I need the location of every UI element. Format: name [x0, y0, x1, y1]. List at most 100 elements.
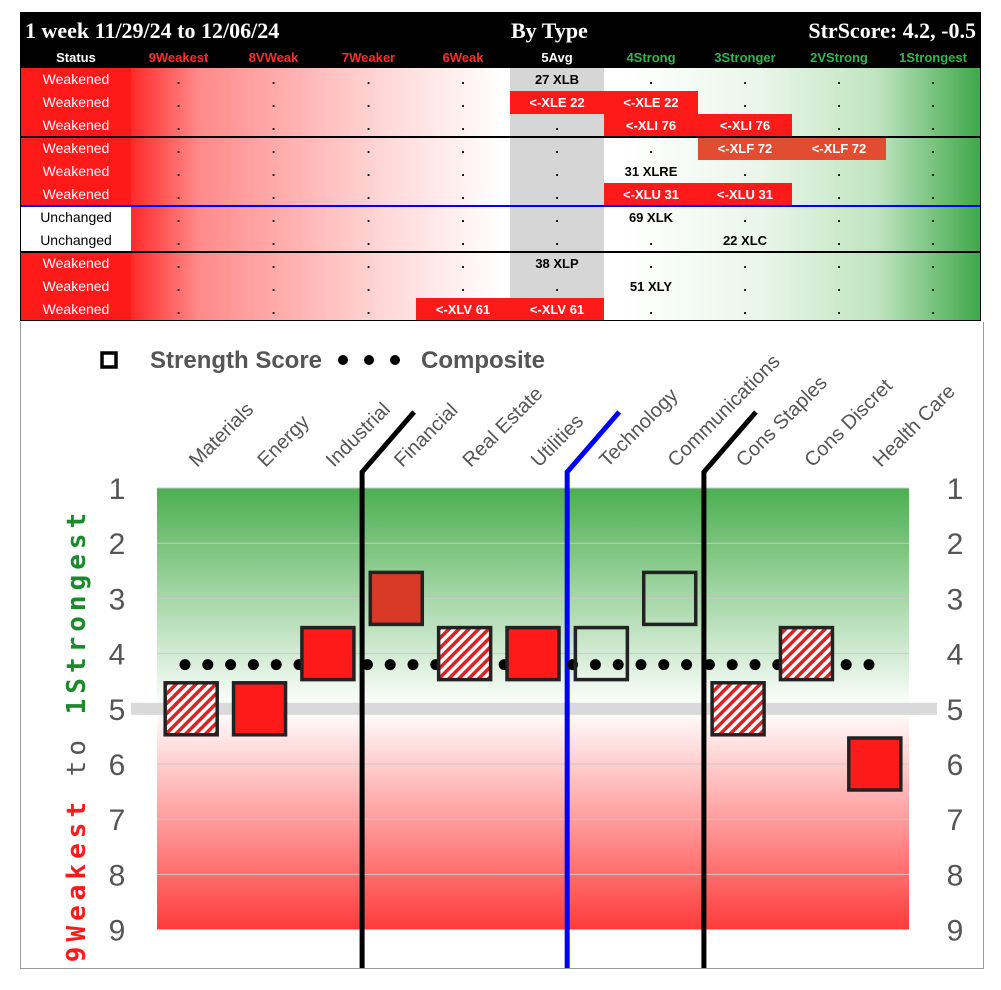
group-divider-line: [701, 410, 758, 968]
empty-cell-dot: .: [649, 256, 653, 271]
ticker-cell: <-XLI 76: [698, 114, 792, 137]
empty-cell-dot: .: [743, 279, 747, 294]
empty-cell-dot: .: [176, 118, 181, 133]
empty-cell-dot: .: [461, 95, 465, 110]
header-1strongest: 1Strongest: [899, 50, 967, 65]
empty-cell-dot: .: [271, 72, 276, 87]
legend-strength-score: Strength Score: [150, 347, 322, 374]
empty-cell-dot: .: [366, 302, 371, 317]
ticker-cell: <-XLE 22: [510, 91, 604, 114]
avg-column-cell: [510, 114, 604, 137]
empty-cell-dot: .: [837, 279, 841, 294]
status-cell: Weakened: [21, 137, 131, 160]
header-8vweak: 8VWeak: [248, 50, 299, 65]
composite-dot: [635, 659, 647, 671]
empty-cell-dot: .: [555, 118, 559, 133]
legend-composite: Composite: [421, 347, 545, 374]
composite-dot: [202, 659, 214, 671]
empty-cell-dot: .: [461, 187, 465, 202]
empty-cell-dot: .: [176, 279, 181, 294]
category-label: Communications: [664, 351, 785, 472]
composite-dot: [384, 659, 396, 671]
strength-score-marker: [368, 570, 425, 627]
composite-dot: [612, 659, 624, 671]
ticker-cell: 27 XLB: [534, 72, 580, 87]
header-9weakest: 9Weakest: [148, 50, 209, 65]
legend-dot-icon: [364, 355, 374, 365]
y-tick-left: 9: [109, 915, 126, 948]
y-tick-left: 5: [109, 694, 126, 727]
category-label: Financial: [390, 399, 462, 471]
strength-score-marker: [573, 625, 630, 682]
empty-cell-dot: .: [366, 72, 371, 87]
title-period: 1 week 11/29/24 to 12/06/24: [25, 18, 280, 43]
strength-score-marker: [505, 625, 561, 682]
composite-dot: [407, 659, 419, 671]
empty-cell-dot: .: [271, 302, 276, 317]
strength-chart-svg: 1 1 2 2 3 3 4 4 5 5 6 6 7 7 8 8 9 9 9Weakest to 1Strongest…: [62, 347, 964, 968]
empty-cell-dot: .: [837, 118, 841, 133]
empty-cell-dot: .: [271, 256, 276, 271]
composite-dot: [247, 659, 259, 671]
header-2vstrong: 2VStrong: [810, 50, 868, 65]
strength-score-marker: [231, 681, 288, 737]
empty-cell-dot: .: [649, 233, 653, 248]
empty-cell-dot: .: [649, 72, 653, 87]
header-5avg: 5Avg: [541, 50, 573, 65]
title-strscore: StrScore: 4.2, -0.5: [808, 18, 976, 43]
strength-score-marker: [436, 625, 493, 682]
empty-cell-dot: .: [743, 95, 747, 110]
empty-cell-dot: .: [649, 302, 653, 317]
y-tick-right: 4: [947, 639, 964, 672]
ticker-cell: 31 XLRE: [624, 164, 678, 179]
empty-cell-dot: .: [176, 95, 181, 110]
status-cell: Weakened: [21, 160, 131, 183]
empty-cell-dot: .: [461, 118, 465, 133]
y-tick-right: 2: [947, 528, 964, 561]
empty-cell-dot: .: [743, 302, 747, 317]
category-label: Energy: [254, 411, 314, 471]
empty-cell-dot: .: [931, 72, 935, 87]
empty-cell-dot: .: [931, 164, 935, 179]
header-4strong: 4Strong: [626, 50, 676, 65]
empty-cell-dot: .: [931, 210, 935, 225]
avg-column-cell: [510, 137, 604, 160]
empty-cell-dot: .: [176, 256, 181, 271]
empty-cell-dot: .: [366, 118, 371, 133]
empty-cell-dot: .: [931, 302, 935, 317]
empty-cell-dot: .: [743, 72, 747, 87]
composite-dot: [589, 659, 601, 671]
ranking-table: 1 week 11/29/24 to 12/06/24 By Type StrS…: [20, 12, 981, 321]
empty-cell-dot: .: [743, 210, 747, 225]
header-6weak: 6Weak: [442, 50, 484, 65]
ticker-cell: <-XLU 31: [698, 183, 792, 206]
empty-cell-dot: .: [555, 187, 559, 202]
avg-column-cell: [510, 160, 604, 183]
empty-cell-dot: .: [837, 187, 841, 202]
strength-score-marker: [778, 625, 835, 682]
empty-cell-dot: .: [555, 233, 559, 248]
empty-cell-dot: .: [461, 233, 465, 248]
ticker-cell: <-XLV 61: [416, 298, 510, 320]
empty-cell-dot: .: [271, 95, 276, 110]
ticker-cell: <-XLU 31: [604, 183, 698, 206]
empty-cell-dot: .: [366, 141, 371, 156]
empty-cell-dot: .: [271, 164, 276, 179]
y-tick-right: 3: [947, 583, 964, 616]
y-tick-right: 5: [947, 694, 964, 727]
empty-cell-dot: .: [176, 302, 181, 317]
composite-dot: [270, 659, 282, 671]
ticker-cell: <-XLE 22: [604, 91, 698, 114]
category-label: Utilities: [527, 410, 588, 471]
ticker-cell: <-XLI 76: [604, 114, 698, 137]
y-axis-label: 9Weakest to 1Strongest: [62, 508, 92, 962]
empty-cell-dot: .: [176, 233, 181, 248]
empty-cell-dot: .: [931, 233, 935, 248]
legend-dot-icon: [338, 355, 348, 365]
empty-cell-dot: .: [461, 72, 465, 87]
y-tick-left: 7: [109, 804, 126, 837]
empty-cell-dot: .: [837, 256, 841, 271]
title-grouping: By Type: [511, 18, 588, 43]
y-tick-right: 9: [947, 915, 964, 948]
strength-chart: 1 1 2 2 3 3 4 4 5 5 6 6 7 7 8 8 9 9 9Weakest to 1Strongest…: [20, 322, 984, 969]
